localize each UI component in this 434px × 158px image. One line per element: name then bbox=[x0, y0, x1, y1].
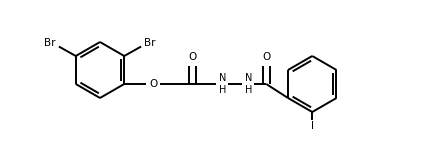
Text: Br: Br bbox=[44, 38, 56, 48]
Text: Br: Br bbox=[145, 38, 156, 48]
Text: N
H: N H bbox=[219, 73, 226, 95]
Text: O: O bbox=[188, 52, 196, 62]
Text: N
H: N H bbox=[245, 73, 252, 95]
Text: I: I bbox=[311, 121, 314, 131]
Text: O: O bbox=[262, 52, 270, 62]
Text: O: O bbox=[149, 79, 158, 89]
